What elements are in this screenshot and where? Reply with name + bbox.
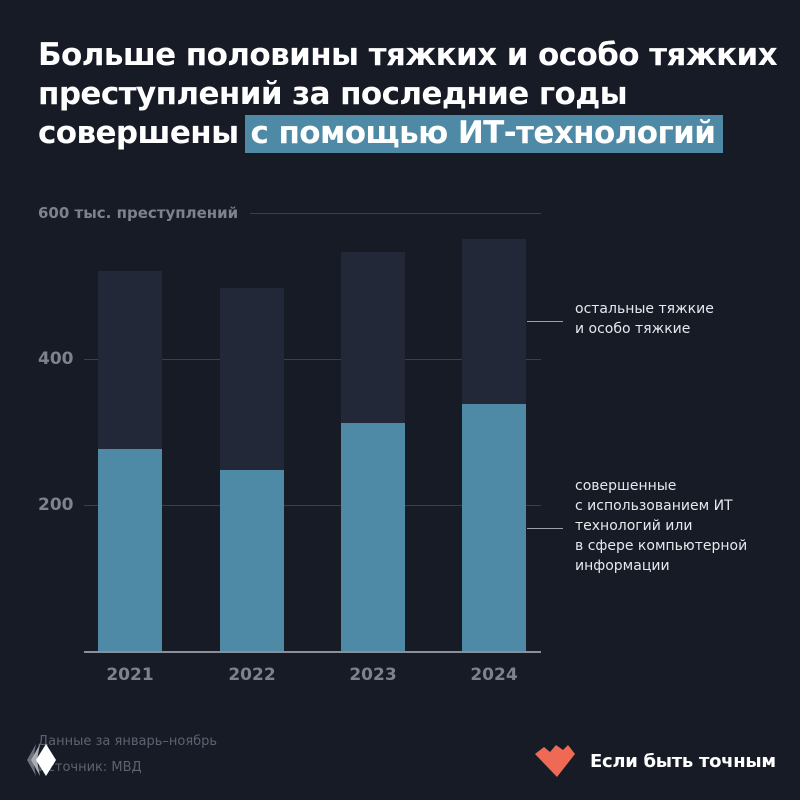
brand: Если быть точным <box>535 744 776 778</box>
x-axis-label-2023: 2023 <box>349 665 397 685</box>
x-axis-baseline <box>84 651 541 653</box>
legend-label-other: остальные тяжкие и особо тяжкие <box>575 301 714 337</box>
title-highlight: с помощью ИТ-технологий <box>244 115 724 153</box>
y-axis-label-600: 600 тыс. преступлений <box>38 204 239 222</box>
chart-title: Больше половины тяжких и особо тяжких пр… <box>38 36 778 153</box>
brand-name: Если быть точным <box>590 750 776 772</box>
legend-label-it: совершенные с использованием ИТ технолог… <box>575 478 748 574</box>
gridline-600 <box>250 213 541 214</box>
gridline-200 <box>84 505 541 506</box>
y-axis-label-200: 200 <box>38 495 74 515</box>
bar-it-2021 <box>98 448 162 652</box>
bar-other-2023 <box>341 252 405 424</box>
title-text: Больше половины тяжких и особо тяжких пр… <box>38 37 778 151</box>
bar-it-2023 <box>341 423 405 652</box>
brand-logo-icon <box>535 745 575 777</box>
y-axis-label-400: 400 <box>38 349 74 369</box>
gridline-400 <box>84 359 541 360</box>
bar-other-2022 <box>220 288 284 470</box>
x-axis-label-2021: 2021 <box>106 665 154 685</box>
bar-it-2024 <box>462 404 526 652</box>
legend-connector-it <box>527 528 563 529</box>
bar-other-2024 <box>462 239 526 405</box>
bar-it-2022 <box>220 469 284 652</box>
x-axis-label-2024: 2024 <box>470 665 518 685</box>
legend-connector-other <box>527 321 563 322</box>
data-period-note: Данные за январь–ноябрь <box>38 734 218 749</box>
x-axis-label-2022: 2022 <box>228 665 276 685</box>
bar-other-2021 <box>98 271 162 449</box>
source-note: Источник: МВД <box>38 760 142 775</box>
diamond-watermark-icon <box>27 744 56 776</box>
